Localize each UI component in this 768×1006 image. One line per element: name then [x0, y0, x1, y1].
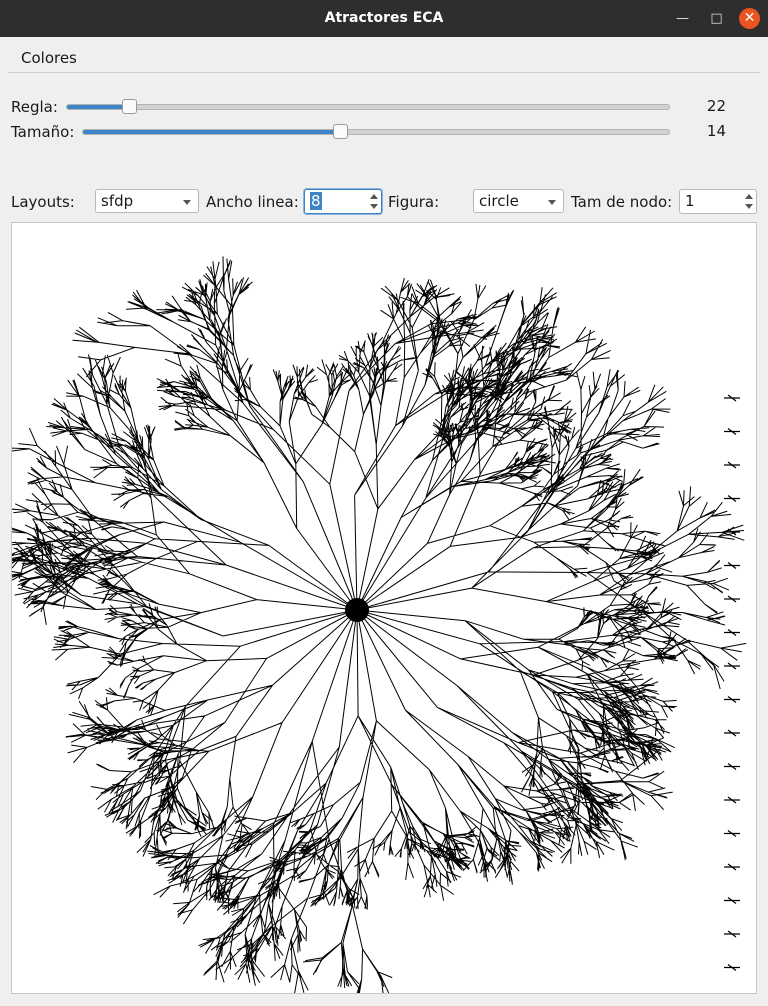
ancho-linea-spinbox[interactable]: 8 — [304, 189, 382, 214]
spin-down-icon[interactable] — [370, 204, 378, 209]
attractor-graph — [12, 256, 747, 993]
graph-small-component — [724, 495, 740, 502]
maximize-icon[interactable]: □ — [710, 11, 723, 26]
regla-slider-handle[interactable] — [122, 99, 137, 114]
graph-small-component — [724, 562, 740, 569]
graph-small-component — [724, 528, 740, 536]
graph-canvas[interactable] — [11, 222, 757, 994]
graph-small-component — [724, 930, 740, 938]
spin-down-icon[interactable] — [745, 204, 753, 209]
tamano-label: Tamaño: — [11, 123, 75, 141]
graph-small-component — [724, 662, 740, 670]
spin-up-icon[interactable] — [370, 194, 378, 199]
minimize-icon[interactable]: — — [676, 11, 689, 26]
menu-colores[interactable]: Colores — [21, 49, 77, 67]
regla-slider[interactable] — [66, 99, 670, 114]
window-title: Atractores ECA — [324, 10, 444, 26]
regla-value: 22 — [706, 97, 726, 115]
ancho-linea-value: 8 — [310, 192, 322, 210]
close-icon[interactable]: ✕ — [739, 8, 760, 29]
tam-nodo-value: 1 — [685, 192, 695, 210]
layouts-label: Layouts: — [11, 193, 75, 211]
menu-bar: Colores — [8, 45, 760, 73]
layouts-select[interactable]: sfdp — [95, 189, 199, 213]
layouts-select-value: sfdp — [101, 192, 134, 210]
chevron-down-icon — [183, 200, 191, 205]
tamano-slider-fill — [83, 130, 339, 134]
graph-small-component — [724, 461, 740, 469]
title-bar: Atractores ECA — □ ✕ — [0, 0, 768, 37]
regla-label: Regla: — [11, 98, 58, 116]
spin-up-icon[interactable] — [745, 194, 753, 199]
tamano-slider-handle[interactable] — [333, 124, 348, 139]
graph-small-component — [724, 394, 740, 402]
tam-nodo-spinbox[interactable]: 1 — [679, 189, 757, 214]
graph-small-component — [724, 428, 740, 435]
graph-edges — [12, 256, 747, 993]
ancho-linea-label: Ancho linea: — [206, 193, 299, 211]
graph-small-component — [724, 629, 740, 636]
graph-small-component — [724, 830, 740, 837]
regla-slider-fill — [67, 105, 128, 109]
chevron-down-icon — [548, 200, 556, 205]
figura-select-value: circle — [479, 192, 519, 210]
graph-small-component — [724, 863, 740, 871]
tamano-value: 14 — [706, 122, 726, 140]
figura-select[interactable]: circle — [473, 189, 564, 213]
graph-small-component — [724, 796, 740, 804]
graph-small-component — [724, 964, 740, 971]
graph-small-component — [724, 696, 740, 703]
graph-small-component — [724, 595, 740, 603]
graph-small-component — [724, 763, 740, 770]
graph-small-component — [724, 729, 740, 737]
figura-label: Figura: — [388, 193, 440, 211]
graph-hub-node — [345, 598, 369, 622]
tamano-slider[interactable] — [82, 124, 670, 139]
graph-small-component — [724, 897, 740, 904]
tam-nodo-label: Tam de nodo: — [571, 193, 673, 211]
